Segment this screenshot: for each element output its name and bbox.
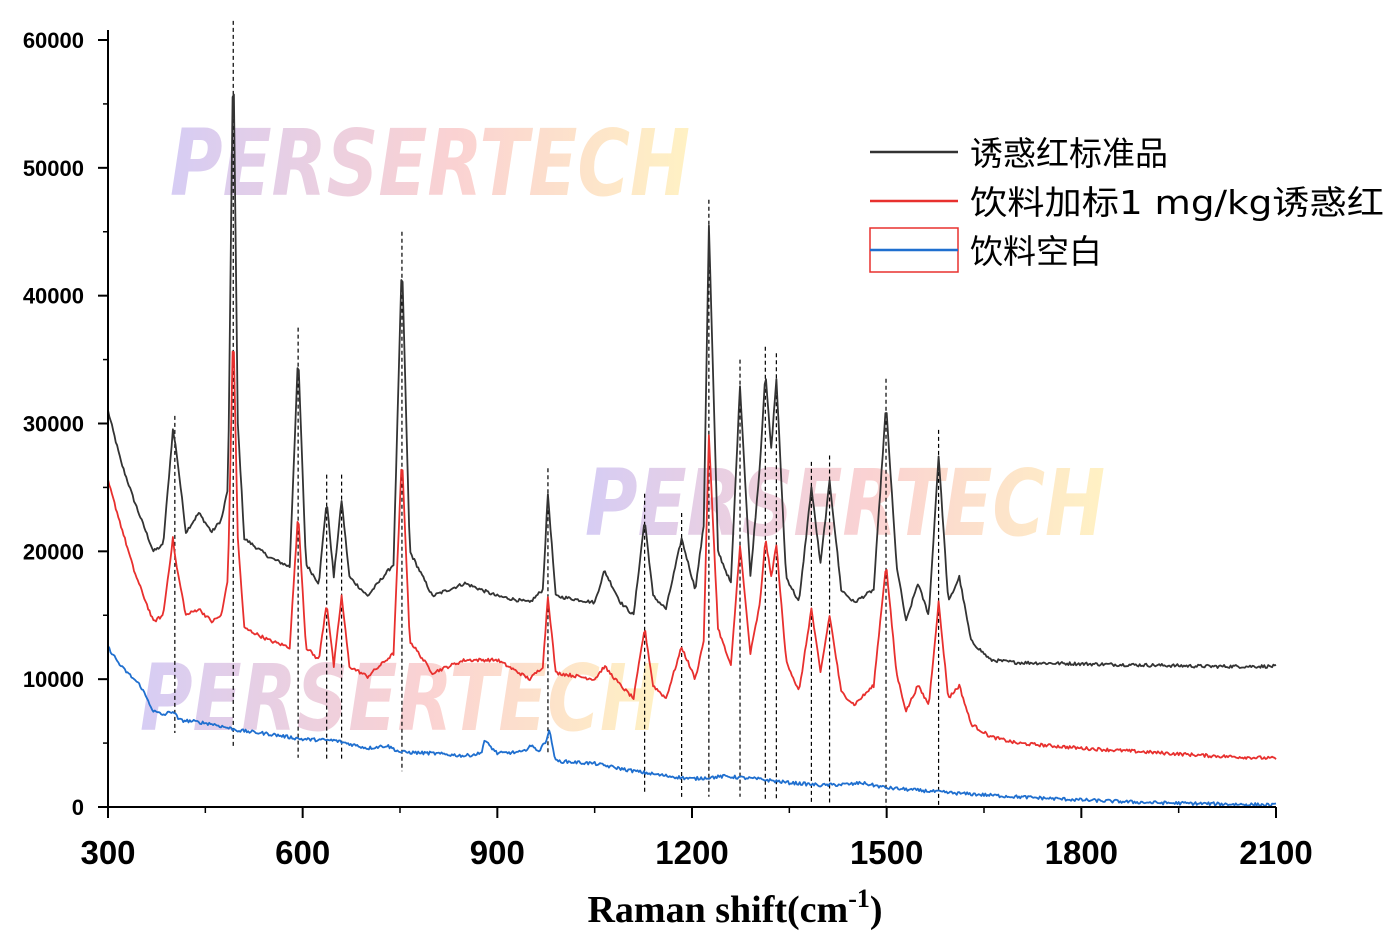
x-axis-title-superscript: -1: [848, 884, 870, 913]
x-tick-label: 1800: [1045, 834, 1118, 871]
legend-label-standard: 诱惑红标准品: [970, 134, 1168, 173]
x-tick-label: 300: [80, 834, 135, 871]
legend-label-spiked: 饮料加标1 mg/kg诱惑红: [970, 183, 1384, 222]
legend: 诱惑红标准品 饮料加标1 mg/kg诱惑红 饮料空白: [869, 134, 1384, 273]
y-tick-label: 10000: [23, 667, 84, 692]
series-line-blank: [107, 645, 1277, 808]
x-axis-title: Raman shift(cm-1): [587, 884, 882, 931]
x-tick-label: 1500: [850, 834, 923, 871]
series-line-standard: [107, 93, 1277, 669]
y-tick-label: 20000: [23, 539, 84, 564]
series-line-spiked: [107, 350, 1277, 760]
watermark-middle: PERSERTECH: [585, 450, 1105, 557]
legend-label-blank: 饮料空白: [970, 232, 1102, 271]
peak-marker-lines: [174, 20, 940, 807]
watermark-layer: PERSERTECH PERSERTECH PERSERTECH: [140, 110, 1105, 752]
watermark-bottom: PERSERTECH: [140, 645, 660, 752]
y-tick-label: 0: [72, 795, 84, 820]
x-tick-label: 2100: [1239, 834, 1312, 871]
x-tick-label: 1200: [655, 834, 728, 871]
y-tick-label: 50000: [23, 156, 84, 181]
watermark-top: PERSERTECH: [170, 110, 690, 217]
x-axis-title-close: ): [870, 889, 883, 931]
x-tick-label: 600: [275, 834, 330, 871]
y-tick-label: 60000: [23, 28, 84, 53]
y-tick-label: 40000: [23, 284, 84, 309]
x-axis-title-main: Raman shift(cm: [587, 889, 848, 931]
series-layer: [107, 93, 1277, 808]
x-tick-label: 900: [470, 834, 525, 871]
y-tick-label: 30000: [23, 412, 84, 437]
axes: 0 10000 20000 30000 40000 50000 60000 300 600 90…: [23, 28, 1313, 871]
